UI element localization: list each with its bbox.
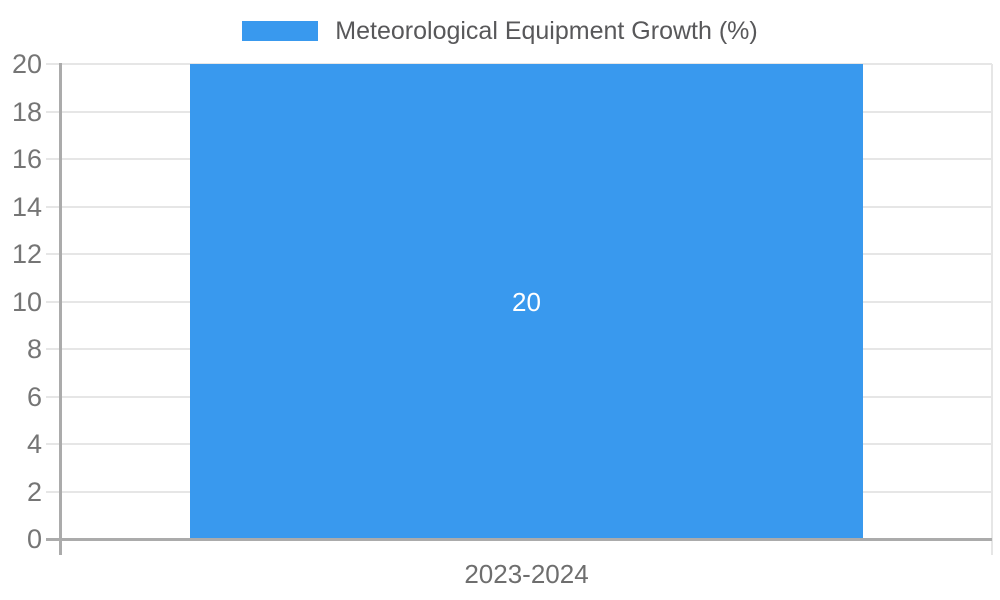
y-axis-tick-label: 16 — [11, 144, 42, 174]
y-axis-tick-label: 10 — [11, 286, 42, 317]
y-axis-tick-label: 8 — [26, 334, 42, 364]
y-axis-tick-label: 20 — [11, 49, 42, 79]
bar-value-label: 20 — [512, 287, 541, 317]
y-axis-tick-label: 6 — [26, 381, 42, 412]
y-axis-tick-label: 0 — [26, 524, 42, 554]
x-axis-tick-label: 2023-2024 — [464, 559, 589, 589]
y-axis-tick-label: 18 — [11, 96, 42, 127]
legend-label: Meteorological Equipment Growth (%) — [335, 17, 758, 45]
bar-2023-2024[interactable] — [190, 64, 863, 539]
legend-item[interactable]: Meteorological Equipment Growth (%) — [0, 15, 1000, 47]
legend-swatch-icon — [242, 21, 319, 41]
x-axis-line — [46, 538, 992, 541]
plot-right-border — [991, 64, 993, 555]
y-axis-tick-label: 14 — [11, 191, 42, 222]
y-axis-tick-label: 2 — [26, 476, 42, 507]
y-axis-line — [59, 63, 62, 555]
y-axis-tick-label: 12 — [11, 239, 42, 269]
y-axis-tick-label: 4 — [26, 429, 42, 459]
